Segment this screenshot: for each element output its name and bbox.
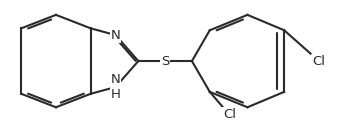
- Text: N: N: [110, 29, 120, 42]
- Text: Cl: Cl: [223, 108, 236, 121]
- Text: S: S: [161, 55, 169, 68]
- Text: Cl: Cl: [312, 55, 325, 68]
- Text: N
H: N H: [110, 73, 121, 101]
